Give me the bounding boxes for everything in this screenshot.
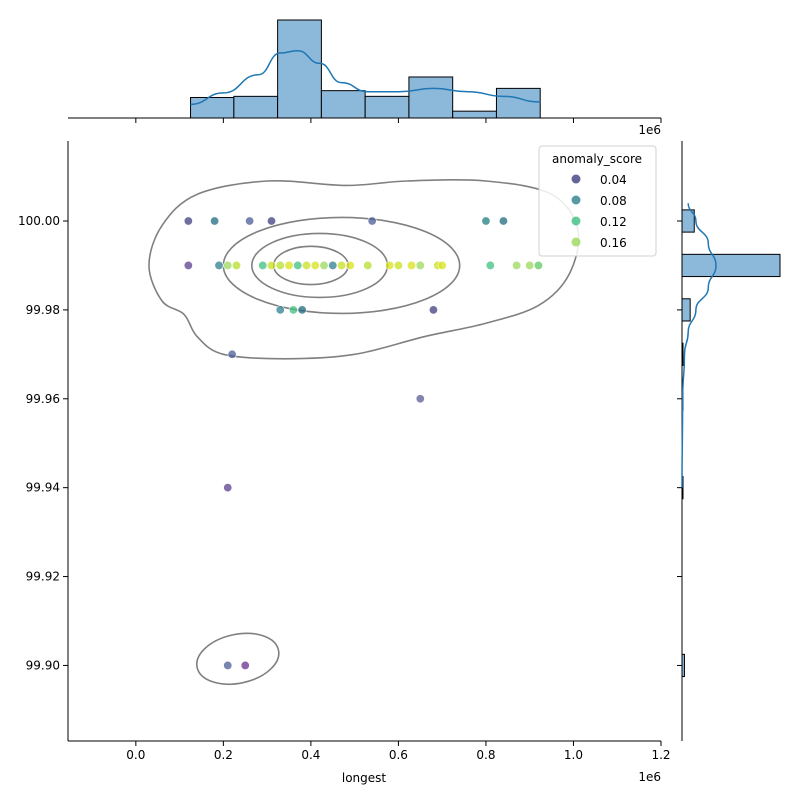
legend-marker bbox=[571, 174, 581, 184]
top-hist-bar bbox=[452, 110, 497, 119]
right-kde-line bbox=[681, 203, 717, 488]
scatter-point bbox=[245, 216, 255, 226]
scatter-point bbox=[275, 305, 285, 315]
x-tick-label: 0.6 bbox=[389, 748, 408, 762]
top-kde-line bbox=[190, 50, 541, 106]
y-tick-label: 99.94 bbox=[26, 481, 60, 495]
top-hist-bar bbox=[277, 19, 322, 119]
x-offset-label: 1e6 bbox=[638, 770, 661, 784]
legend-marker bbox=[571, 237, 581, 247]
scatter-point bbox=[367, 216, 377, 226]
scatter-point bbox=[223, 660, 233, 670]
legend-title: anomaly_score bbox=[552, 152, 642, 166]
scatter-point bbox=[345, 260, 355, 270]
kde-contour bbox=[196, 632, 280, 686]
scatter-point bbox=[310, 260, 320, 270]
legend-marker bbox=[571, 195, 581, 205]
scatter-point bbox=[275, 260, 285, 270]
scatter-point bbox=[498, 216, 508, 226]
scatter-point bbox=[223, 260, 233, 270]
scatter-point bbox=[319, 260, 329, 270]
scatter-point bbox=[428, 305, 438, 315]
scatter-point bbox=[284, 260, 294, 270]
top-offset-label: 1e6 bbox=[638, 123, 661, 137]
x-tick-label: 0.4 bbox=[301, 748, 320, 762]
top-hist-bar bbox=[233, 95, 279, 119]
scatter-point bbox=[267, 260, 277, 270]
legend-box bbox=[538, 145, 657, 257]
scatter-point bbox=[293, 260, 303, 270]
right-hist-bar bbox=[681, 298, 691, 322]
scatter-point bbox=[385, 260, 395, 270]
scatter-point bbox=[485, 260, 495, 270]
right-hist-bar bbox=[681, 253, 781, 278]
legend-entry-label: 0.04 bbox=[600, 173, 627, 187]
x-tick-label: 1.0 bbox=[564, 748, 583, 762]
top-marginal-histogram bbox=[68, 19, 662, 123]
axes: 0.0 0.2 0.4 0.6 0.8 1.0 1.2 99.90 99.92 99.94 99.9… bbox=[18, 141, 671, 762]
y-tick-label: 99.92 bbox=[26, 570, 60, 584]
top-hist-bar bbox=[408, 76, 454, 119]
scatter-point bbox=[183, 260, 193, 270]
scatter-point bbox=[258, 260, 268, 270]
top-hist-bar bbox=[364, 95, 410, 119]
scatter-point bbox=[302, 260, 312, 270]
kde-contour bbox=[148, 179, 580, 360]
scatter-point bbox=[393, 260, 403, 270]
y-tick-label: 99.96 bbox=[26, 392, 60, 406]
scatter-point bbox=[481, 216, 491, 226]
y-tick-label: 100.00 bbox=[18, 214, 60, 228]
scatter-point bbox=[231, 260, 241, 270]
x-tick-label: 1.2 bbox=[651, 748, 670, 762]
scatter-point bbox=[214, 260, 224, 270]
scatter-point bbox=[183, 216, 193, 226]
scatter-point bbox=[288, 305, 298, 315]
scatter-point bbox=[328, 260, 338, 270]
scatter-point bbox=[415, 394, 425, 404]
y-tick-label: 99.98 bbox=[26, 303, 60, 317]
scatter-point bbox=[407, 260, 417, 270]
scatter-point bbox=[223, 483, 233, 493]
scatter-point bbox=[525, 260, 535, 270]
legend-entry-label: 0.08 bbox=[600, 194, 627, 208]
top-hist-bar bbox=[190, 96, 235, 119]
scatter-points bbox=[183, 216, 543, 670]
scatter-point bbox=[337, 260, 347, 270]
x-tick-label: 0.2 bbox=[214, 748, 233, 762]
legend-entry-label: 0.12 bbox=[600, 215, 627, 229]
scatter-point bbox=[512, 260, 522, 270]
scatter-point bbox=[240, 660, 250, 670]
right-hist-bar bbox=[681, 653, 685, 678]
legend-marker bbox=[571, 216, 581, 226]
scatter-point bbox=[415, 260, 425, 270]
top-hist-bar bbox=[320, 90, 366, 119]
scatter-point bbox=[210, 216, 220, 226]
x-axis-label: longest bbox=[342, 771, 387, 785]
kde-contours bbox=[148, 179, 580, 686]
scatter-point bbox=[437, 260, 447, 270]
scatter-point bbox=[297, 305, 307, 315]
y-tick-label: 99.90 bbox=[26, 658, 60, 672]
right-hist-bar bbox=[681, 209, 695, 233]
legend-entry-label: 0.16 bbox=[600, 236, 627, 250]
scatter-point bbox=[533, 260, 543, 270]
x-tick-label: 0.8 bbox=[476, 748, 495, 762]
right-marginal-histogram bbox=[677, 141, 781, 741]
legend: anomaly_score 0.04 0.08 0.12 0.16 bbox=[538, 145, 657, 257]
scatter-point bbox=[227, 349, 237, 359]
top-hist-bar bbox=[495, 87, 541, 119]
x-tick-label: 0.0 bbox=[126, 748, 145, 762]
right-hist-bar bbox=[681, 342, 684, 366]
scatter-point bbox=[267, 216, 277, 226]
scatter-point bbox=[363, 260, 373, 270]
